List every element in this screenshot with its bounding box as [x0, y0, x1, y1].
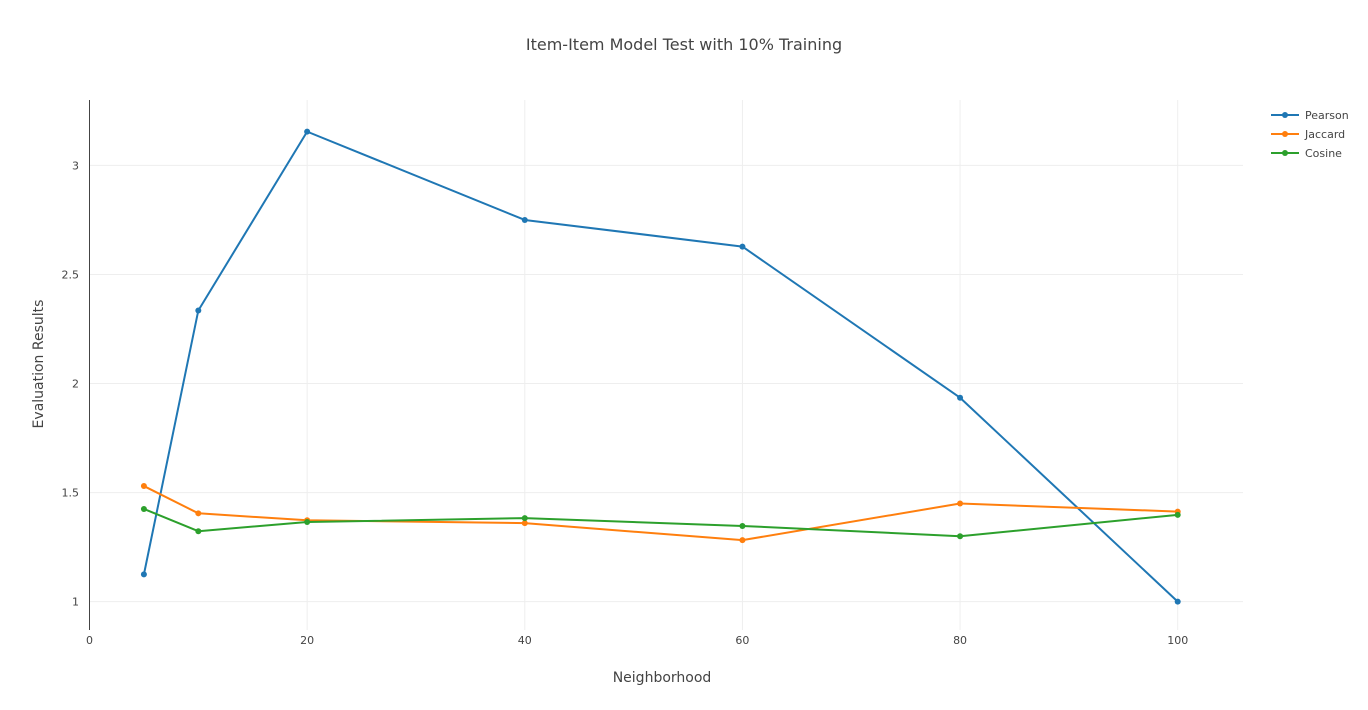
x-tick-label: 100 [1167, 634, 1188, 647]
data-point[interactable] [195, 307, 202, 314]
series-lines [140, 128, 1181, 605]
data-point[interactable] [140, 571, 147, 578]
series-line [143, 508, 1178, 538]
x-tick-label: 80 [953, 634, 967, 647]
series-cosine [140, 505, 1181, 540]
y-tick-label: 1.5 [62, 487, 80, 500]
legend-label: Cosine [1305, 147, 1342, 160]
data-point[interactable] [140, 505, 147, 512]
x-tick-labels: 0 20 40 60 80 100 [86, 634, 1188, 647]
y-tick-label: 3 [72, 159, 79, 172]
y-tick-labels: 1 1.5 2 2.5 3 [62, 159, 80, 608]
chart-title: Item-Item Model Test with 10% Training [526, 35, 842, 54]
data-point[interactable] [1174, 511, 1181, 518]
legend-label: Jaccard [1304, 128, 1345, 141]
series-line [142, 130, 1179, 603]
data-point[interactable] [957, 394, 964, 401]
series-pearson [140, 128, 1181, 605]
x-tick-label: 60 [735, 634, 749, 647]
legend-item-jaccard[interactable]: Jaccard [1271, 128, 1345, 141]
legend-marker [1282, 131, 1288, 137]
legend-item-pearson[interactable]: Pearson [1271, 109, 1349, 122]
data-point[interactable] [140, 483, 147, 490]
series-jaccard [140, 483, 1181, 544]
legend-label: Pearson [1305, 109, 1349, 122]
data-point[interactable] [304, 128, 311, 135]
grid [89, 100, 1243, 630]
x-axis-title: Neighborhood [613, 670, 712, 686]
x-tick-label: 40 [518, 634, 532, 647]
legend-marker [1282, 112, 1288, 118]
x-tick-label: 0 [86, 634, 93, 647]
y-tick-label: 1 [72, 596, 79, 609]
data-point[interactable] [304, 519, 311, 526]
data-point[interactable] [521, 216, 528, 223]
data-point[interactable] [521, 515, 528, 522]
data-point[interactable] [739, 522, 746, 529]
y-axis-title: Evaluation Results [31, 300, 47, 429]
legend-marker [1282, 150, 1288, 156]
data-point[interactable] [739, 243, 746, 250]
data-point[interactable] [739, 537, 746, 544]
data-point[interactable] [957, 533, 964, 540]
series-line [143, 485, 1178, 542]
data-point[interactable] [521, 520, 528, 527]
data-point[interactable] [957, 500, 964, 507]
data-point[interactable] [195, 528, 202, 535]
legend: Pearson Jaccard Cosine [1271, 109, 1349, 160]
legend-item-cosine[interactable]: Cosine [1271, 147, 1342, 160]
data-point[interactable] [1174, 598, 1181, 605]
y-tick-label: 2.5 [62, 268, 80, 281]
y-tick-label: 2 [72, 378, 79, 391]
data-point[interactable] [195, 510, 202, 517]
x-tick-label: 20 [300, 634, 314, 647]
